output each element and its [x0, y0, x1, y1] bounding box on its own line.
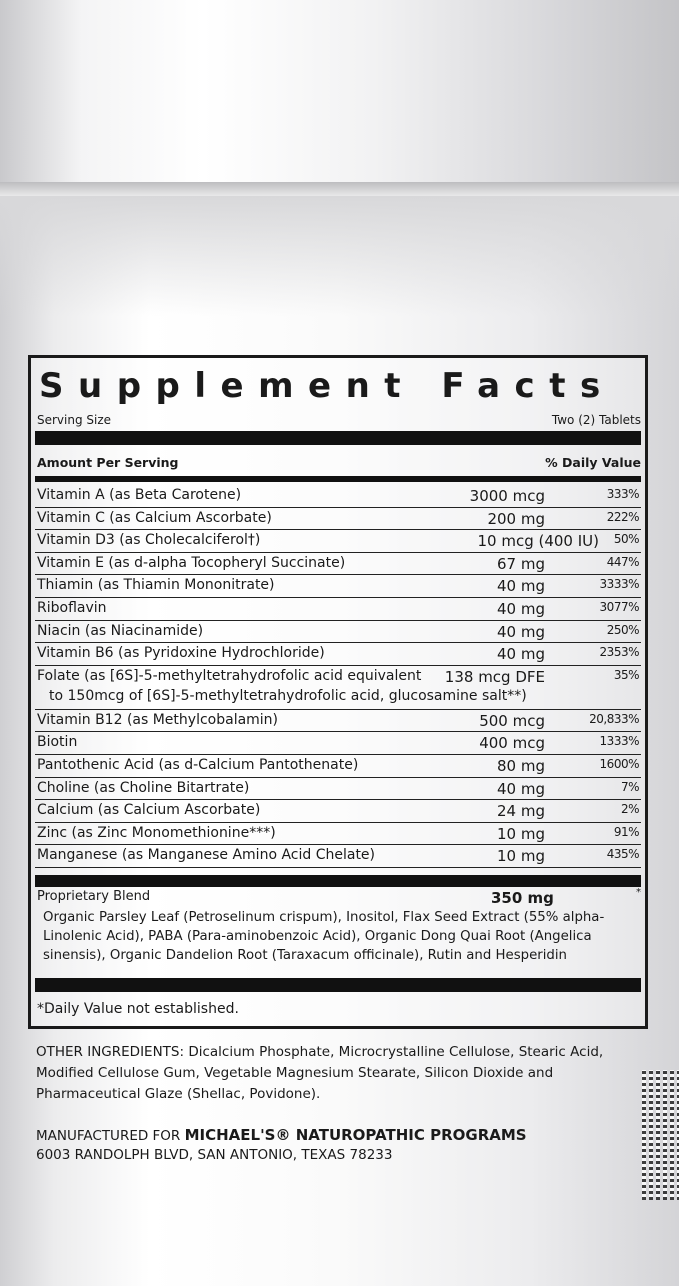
nutrient-name: Zinc (as Zinc Monomethionine***) — [37, 824, 276, 841]
bottle-shoulder — [0, 196, 679, 316]
supplement-facts-panel: Supplement Facts Serving Size Two (2) Ta… — [28, 355, 648, 1029]
nutrient-daily-value: 1600% — [599, 757, 640, 771]
nutrient-name: Vitamin C (as Calcium Ascorbate) — [37, 509, 272, 526]
proprietary-blend-title: Proprietary Blend — [37, 889, 151, 904]
divider-medium — [35, 476, 641, 482]
nutrient-daily-value: 222% — [606, 509, 640, 524]
nutrient-name: Vitamin B6 (as Pyridoxine Hydrochloride) — [37, 645, 325, 662]
nutrient-name: Calcium (as Calcium Ascorbate) — [37, 802, 261, 819]
nutrient-amount: 200 mg — [487, 509, 545, 528]
nutrient-name: Vitamin A (as Beta Carotene) — [37, 487, 242, 503]
nutrient-daily-value: 2% — [620, 802, 640, 817]
divider-thick — [35, 431, 641, 445]
nutrient-daily-value: 333% — [606, 487, 640, 501]
nutrient-amount: 24 mg — [497, 802, 545, 821]
nutrient-amount: 400 mcg — [479, 734, 545, 753]
nutrient-row: Riboflavin 40 mg 3077% — [35, 598, 641, 621]
nutrient-amount: 138 mcg DFE — [444, 667, 545, 686]
nutrient-amount: 10 mg — [497, 824, 545, 843]
nutrient-amount: 10 mg — [497, 847, 545, 866]
manufacturer-prefix: MANUFACTURED FOR — [36, 1128, 181, 1144]
serving-size-value: Two (2) Tablets — [551, 413, 641, 427]
nutrient-daily-value: 3077% — [599, 600, 640, 614]
divider-thick — [35, 875, 641, 887]
nutrient-daily-value: 435% — [606, 847, 640, 862]
nutrient-daily-value: 2353% — [599, 645, 640, 660]
nutrient-daily-value: 447% — [606, 554, 640, 569]
divider-thick — [35, 978, 641, 992]
amount-per-serving-header: Amount Per Serving — [37, 455, 179, 470]
nutrient-daily-value: 50% — [613, 532, 640, 547]
nutrient-row: Niacin (as Niacinamide) 40 mg 250% — [35, 621, 641, 644]
proprietary-blend-amount: 350 mg — [491, 889, 554, 907]
manufacturer-info: MANUFACTURED FOR MICHAEL'S® NATUROPATHIC… — [36, 1126, 527, 1165]
nutrient-amount: 40 mg — [497, 622, 545, 641]
nutrient-amount: 40 mg — [497, 577, 545, 596]
daily-value-header: % Daily Value — [545, 455, 641, 470]
nutrient-name-continued: to 150mcg of [6S]-5-methyltetrahydrofoli… — [49, 687, 527, 704]
nutrient-daily-value: 91% — [613, 824, 640, 839]
proprietary-blend-dv: * — [636, 887, 641, 898]
other-ingredients: OTHER INGREDIENTS: Dicalcium Phosphate, … — [36, 1044, 604, 1102]
nutrient-row: Calcium (as Calcium Ascorbate) 24 mg 2% — [35, 800, 641, 823]
nutrient-amount: 67 mg — [497, 554, 545, 573]
nutrient-row: Thiamin (as Thiamin Mononitrate) 40 mg 333… — [35, 575, 641, 598]
nutrient-row: Manganese (as Manganese Amino Acid Chela… — [35, 845, 641, 868]
bottle-cap — [0, 0, 679, 190]
nutrient-row: Vitamin C (as Calcium Ascorbate) 200 mg 22… — [35, 508, 641, 531]
nutrient-daily-value: 35% — [613, 667, 640, 682]
nutrient-daily-value: 1333% — [599, 734, 640, 749]
bottle-body — [0, 196, 679, 1286]
nutrient-row: Vitamin E (as d-alpha Tocopheryl Succina… — [35, 553, 641, 576]
nutrient-name: Vitamin D3 (as Cholecalciferol†) — [37, 532, 261, 549]
nutrient-name: Thiamin (as Thiamin Mononitrate) — [37, 577, 275, 594]
nutrient-daily-value: 20,833% — [589, 711, 639, 726]
nutrient-amount: 40 mg — [497, 645, 545, 664]
bottle-cap-rim — [0, 182, 679, 196]
nutrient-row: Vitamin B12 (as Methylcobalamin) 500 mcg 2… — [35, 710, 641, 733]
nutrient-daily-value: 7% — [620, 779, 640, 794]
facts-title: Supplement Facts — [39, 366, 615, 406]
nutrient-name: Riboflavin — [37, 600, 107, 616]
nutrient-row: Choline (as Choline Bitartrate) 40 mg 7% — [35, 778, 641, 801]
nutrient-name: Vitamin E (as d-alpha Tocopheryl Succina… — [37, 554, 346, 571]
nutrient-row: Biotin 400 mcg 1333% — [35, 732, 641, 755]
nutrient-row: Pantothenic Acid (as d-Calcium Pantothen… — [35, 755, 641, 778]
nutrient-name: Vitamin B12 (as Methylcobalamin) — [37, 711, 279, 728]
footnote: *Daily Value not established. — [37, 1001, 239, 1017]
nutrient-daily-value: 3333% — [599, 577, 640, 592]
nutrient-amount: 80 mg — [497, 757, 545, 775]
nutrient-name: Choline (as Choline Bitartrate) — [37, 779, 250, 796]
nutrient-row: Zinc (as Zinc Monomethionine***) 10 mg 91% — [35, 823, 641, 846]
nutrient-name: Niacin (as Niacinamide) — [37, 622, 204, 639]
nutrient-row: Folate (as [6S]-5-methyltetrahydrofolic … — [35, 666, 641, 710]
nutrient-name: Manganese (as Manganese Amino Acid Chela… — [37, 847, 376, 864]
nutrient-row: Vitamin B6 (as Pyridoxine Hydrochloride)… — [35, 643, 641, 666]
nutrient-amount: 3000 mcg — [469, 487, 545, 505]
nutrient-amount: 40 mg — [497, 779, 545, 798]
nutrient-amount: 10 mcg (400 IU) — [477, 532, 599, 551]
nutrient-row: Vitamin D3 (as Cholecalciferol†) 10 mcg (… — [35, 530, 641, 553]
nutrient-amount: 40 mg — [497, 600, 545, 618]
nutrient-amount: 500 mcg — [479, 711, 545, 730]
manufacturer-name: MICHAEL'S® NATUROPATHIC PROGRAMS — [184, 1126, 527, 1144]
nutrient-row: Vitamin A (as Beta Carotene) 3000 mcg 333% — [35, 485, 641, 508]
serving-size-label: Serving Size — [37, 413, 112, 427]
qr-code — [642, 1070, 679, 1200]
nutrient-daily-value: 250% — [606, 622, 640, 637]
manufacturer-address: 6003 RANDOLPH BLVD, SAN ANTONIO, TEXAS 7… — [36, 1147, 393, 1163]
proprietary-blend-ingredients: Organic Parsley Leaf (Petroselinum crisp… — [43, 910, 605, 963]
nutrient-name: Biotin — [37, 734, 78, 751]
nutrient-name: Folate (as [6S]-5-methyltetrahydrofolic … — [37, 667, 422, 684]
nutrient-name: Pantothenic Acid (as d-Calcium Pantothen… — [37, 757, 359, 773]
